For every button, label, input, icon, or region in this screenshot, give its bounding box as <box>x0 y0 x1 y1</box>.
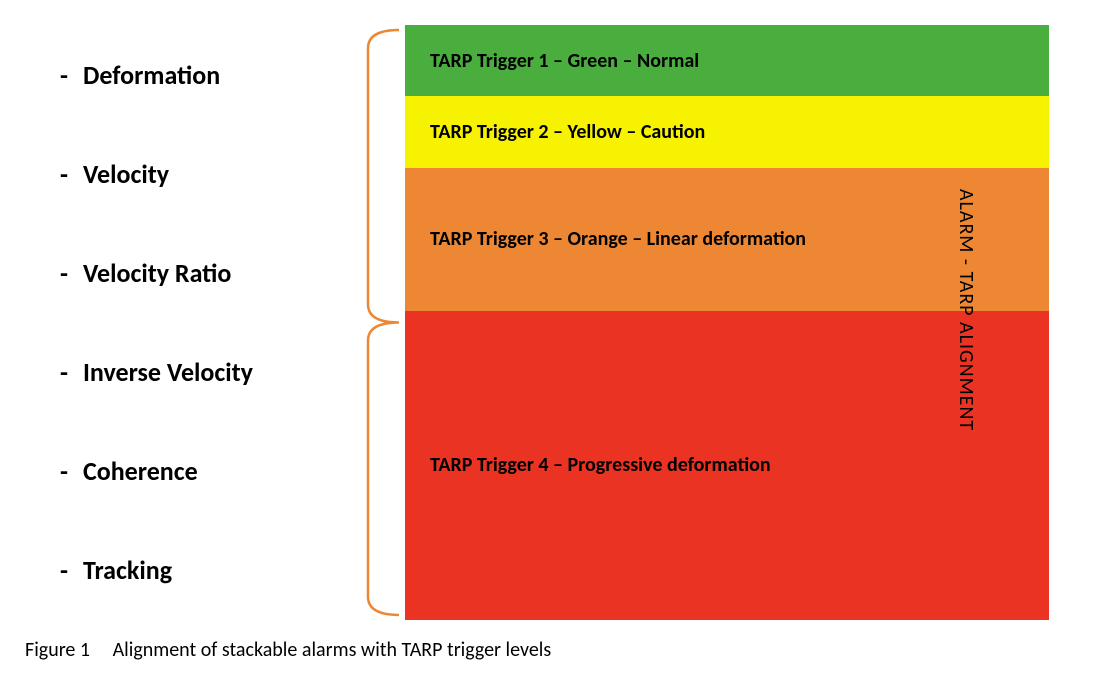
trigger-label: TARP Trigger 2 – Yellow – Caution <box>430 120 705 144</box>
figure-number: Figure 1 <box>25 638 90 662</box>
alarm-item-deformation: Deformation <box>60 59 360 91</box>
trigger-bar-red: TARP Trigger 4 – Progressive deformation <box>405 311 1049 620</box>
alarm-item-velocity: Velocity <box>60 158 360 190</box>
trigger-label: TARP Trigger 1 – Green – Normal <box>430 49 699 73</box>
alarm-list: Deformation Velocity Velocity Ratio Inve… <box>60 25 360 620</box>
side-label: ALARM - TARP ALIGNMENT <box>954 189 978 431</box>
alarm-item-tracking: Tracking <box>60 554 360 586</box>
trigger-bars: TARP Trigger 1 – Green – Normal TARP Tri… <box>405 25 1049 620</box>
figure-text: Alignment of stackable alarms with TARP … <box>113 638 552 662</box>
brace-icon <box>360 25 405 620</box>
trigger-bar-green: TARP Trigger 1 – Green – Normal <box>405 25 1049 96</box>
trigger-bar-orange: TARP Trigger 3 – Orange – Linear deforma… <box>405 168 1049 311</box>
alarm-item-velocity-ratio: Velocity Ratio <box>60 257 360 289</box>
trigger-bar-yellow: TARP Trigger 2 – Yellow – Caution <box>405 96 1049 167</box>
trigger-label: TARP Trigger 3 – Orange – Linear deforma… <box>430 227 806 251</box>
brace-column <box>360 25 405 620</box>
diagram-main: Deformation Velocity Velocity Ratio Inve… <box>0 0 1099 620</box>
figure-caption: Figure 1 Alignment of stackable alarms w… <box>0 620 1099 662</box>
alarm-item-coherence: Coherence <box>60 455 360 487</box>
trigger-label: TARP Trigger 4 – Progressive deformation <box>430 453 771 477</box>
alarm-item-inverse-velocity: Inverse Velocity <box>60 356 360 388</box>
